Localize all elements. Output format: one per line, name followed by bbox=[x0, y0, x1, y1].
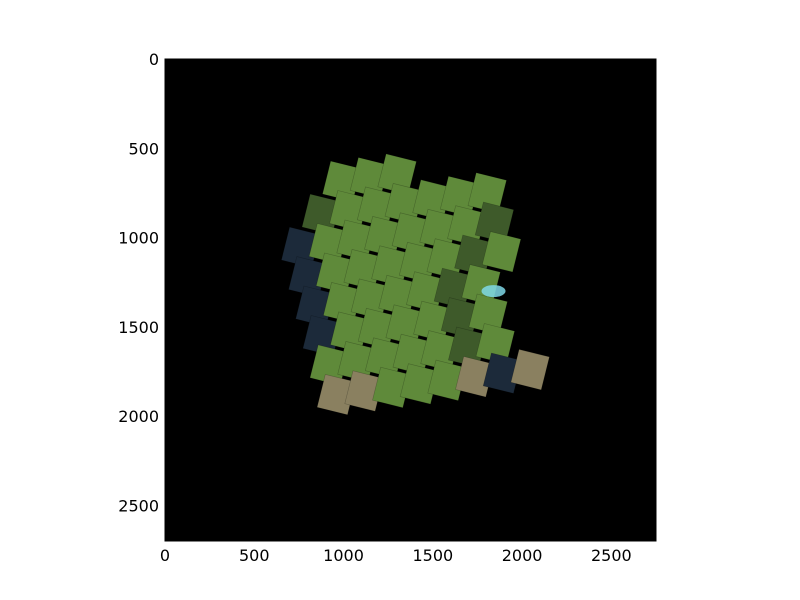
plot-area bbox=[164, 58, 657, 542]
y-tick-label: 2500 bbox=[118, 496, 159, 515]
mosaic-tile bbox=[344, 370, 384, 412]
x-tick-label: 500 bbox=[239, 546, 270, 565]
mosaic-tile bbox=[455, 356, 495, 398]
y-tick-label: 2000 bbox=[118, 407, 159, 426]
x-tick-label: 2000 bbox=[502, 546, 543, 565]
x-axis: 0 500 1000 1500 2000 2500 bbox=[160, 59, 632, 565]
y-tick-label: 1000 bbox=[118, 229, 159, 248]
mosaic-tile bbox=[482, 352, 523, 394]
mosaic-tile bbox=[427, 359, 467, 401]
mosaic-tile bbox=[316, 374, 357, 416]
y-tick-label: 500 bbox=[128, 139, 159, 158]
satellite-mosaic bbox=[281, 153, 550, 416]
x-tick-label: 0 bbox=[160, 546, 170, 565]
mosaic-tile bbox=[510, 349, 550, 391]
mosaic-tile bbox=[372, 366, 412, 409]
mosaic-tile bbox=[481, 231, 522, 273]
x-tick-label: 2500 bbox=[591, 546, 632, 565]
x-tick-label: 1000 bbox=[323, 546, 364, 565]
y-axis: 0 500 1000 1500 2000 2500 bbox=[118, 50, 656, 515]
axes-frame bbox=[164, 58, 657, 542]
y-tick-label: 1500 bbox=[118, 318, 159, 337]
y-tick-label: 0 bbox=[149, 50, 159, 69]
snow-patch bbox=[481, 285, 506, 298]
x-tick-label: 1500 bbox=[412, 546, 453, 565]
mosaic-tile bbox=[399, 363, 440, 405]
